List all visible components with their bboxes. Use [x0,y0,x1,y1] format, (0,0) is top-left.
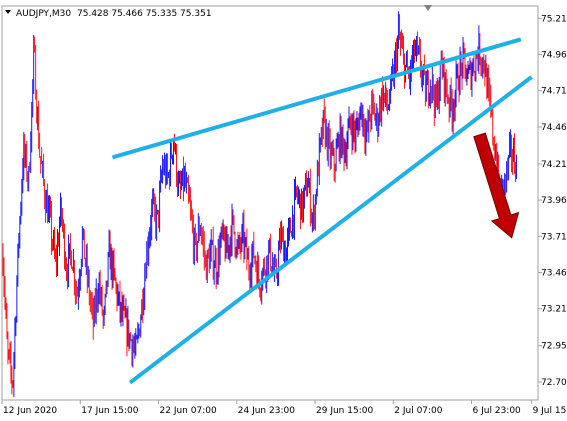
x-tick-label: 2 Jul 07:00 [394,406,443,416]
symbol-label: AUDJPY,M30 [16,9,71,19]
y-tick-label: 74.465 [541,123,567,133]
down-arrow [473,132,520,239]
trend-lines[interactable] [111,37,533,385]
y-tick-label: 73.210 [541,305,567,315]
trend-line[interactable] [128,75,533,385]
y-axis-ticks: 75.215 74.965 74.715 74.465 74.210 73.960 73.7… [538,14,567,388]
x-tick-label: 6 Jul 23:00 [473,406,522,416]
x-tick-label: 17 Jun 15:00 [81,406,138,416]
y-tick-label: 74.965 [541,51,567,61]
chart-shift-icon[interactable] [424,5,432,11]
y-tick-label: 73.960 [541,196,567,206]
chart-axes [1,5,539,401]
candlestick-series [1,11,518,398]
bearish-arrow [473,132,520,239]
y-tick-label: 74.715 [541,87,567,97]
x-tick-label: 9 Jul 15:00 [533,406,567,416]
x-tick-label: 22 Jun 07:00 [160,406,217,416]
trend-line[interactable] [111,37,522,160]
ohlc-values: 75.428 75.466 75.335 75.351 [77,9,212,19]
y-tick-label: 72.705 [541,378,567,388]
y-tick-label: 73.460 [541,269,567,279]
x-tick-label: 24 Jun 23:00 [238,406,295,416]
x-tick-label: 29 Jun 15:00 [316,406,373,416]
symbol-menu-icon[interactable] [5,10,11,14]
y-tick-label: 72.955 [541,342,567,352]
chart-header: AUDJPY,M30 75.428 75.466 75.335 75.351 [5,9,212,19]
plot-frame [1,5,539,401]
y-tick-label: 73.710 [541,232,567,242]
y-tick-label: 75.215 [541,14,567,24]
x-tick-label: 12 Jun 2020 [3,406,57,416]
x-axis-ticks: 12 Jun 2020 17 Jun 15:00 22 Jun 07:00 24 Ju… [1,400,567,416]
y-tick-label: 74.210 [541,160,567,170]
